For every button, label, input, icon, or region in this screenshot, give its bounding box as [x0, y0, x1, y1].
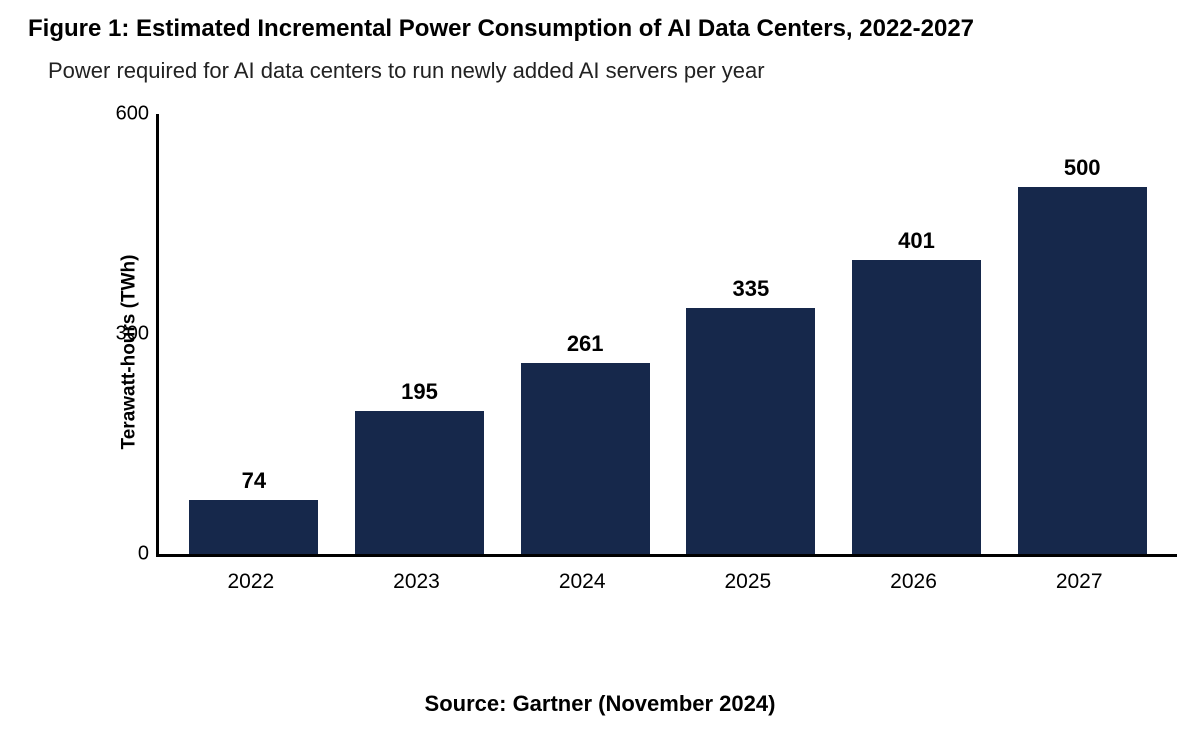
page: Figure 1: Estimated Incremental Power Co…	[0, 0, 1200, 729]
bar-value-label: 500	[1064, 155, 1101, 181]
x-tick-label: 2026	[831, 560, 997, 594]
bar-slot: 74	[171, 114, 337, 554]
x-tick-label: 2027	[996, 560, 1162, 594]
bar-rect	[355, 411, 484, 554]
chart-container: Terawatt-hours (TWh) 74 195 261 335 401 500 0…	[38, 92, 1178, 612]
bar-value-label: 335	[732, 276, 769, 302]
bar-rect	[686, 308, 815, 554]
figure-subtitle: Power required for AI data centers to ru…	[48, 58, 1172, 84]
bar-rect	[852, 260, 981, 554]
y-tick-label: 0	[138, 543, 149, 566]
bar-value-label: 74	[242, 468, 266, 494]
x-tick-label: 2024	[499, 560, 665, 594]
bar-slot: 261	[502, 114, 668, 554]
bar-rect	[521, 363, 650, 554]
bar-value-label: 195	[401, 379, 438, 405]
x-tick-label: 2022	[168, 560, 334, 594]
figure-title: Figure 1: Estimated Incremental Power Co…	[28, 14, 1168, 44]
x-tick-label: 2025	[665, 560, 831, 594]
y-tick-label: 300	[116, 323, 149, 346]
bar-value-label: 401	[898, 228, 935, 254]
x-axis-labels: 202220232024202520262027	[156, 560, 1174, 594]
bar-rect	[1018, 187, 1147, 554]
bars-group: 74 195 261 335 401 500	[159, 114, 1177, 554]
y-tick-label: 600	[116, 103, 149, 126]
bar-slot: 335	[668, 114, 834, 554]
bar-value-label: 261	[567, 331, 604, 357]
x-tick-label: 2023	[334, 560, 500, 594]
bar-slot: 195	[337, 114, 503, 554]
plot-area: 74195261335401500 0300600	[156, 114, 1177, 557]
y-axis-title: Terawatt-hours (TWh)	[118, 255, 140, 450]
bar-slot: 500	[999, 114, 1165, 554]
bar-slot: 401	[834, 114, 1000, 554]
source-caption: Source: Gartner (November 2024)	[0, 691, 1200, 717]
bar-rect	[189, 500, 318, 554]
